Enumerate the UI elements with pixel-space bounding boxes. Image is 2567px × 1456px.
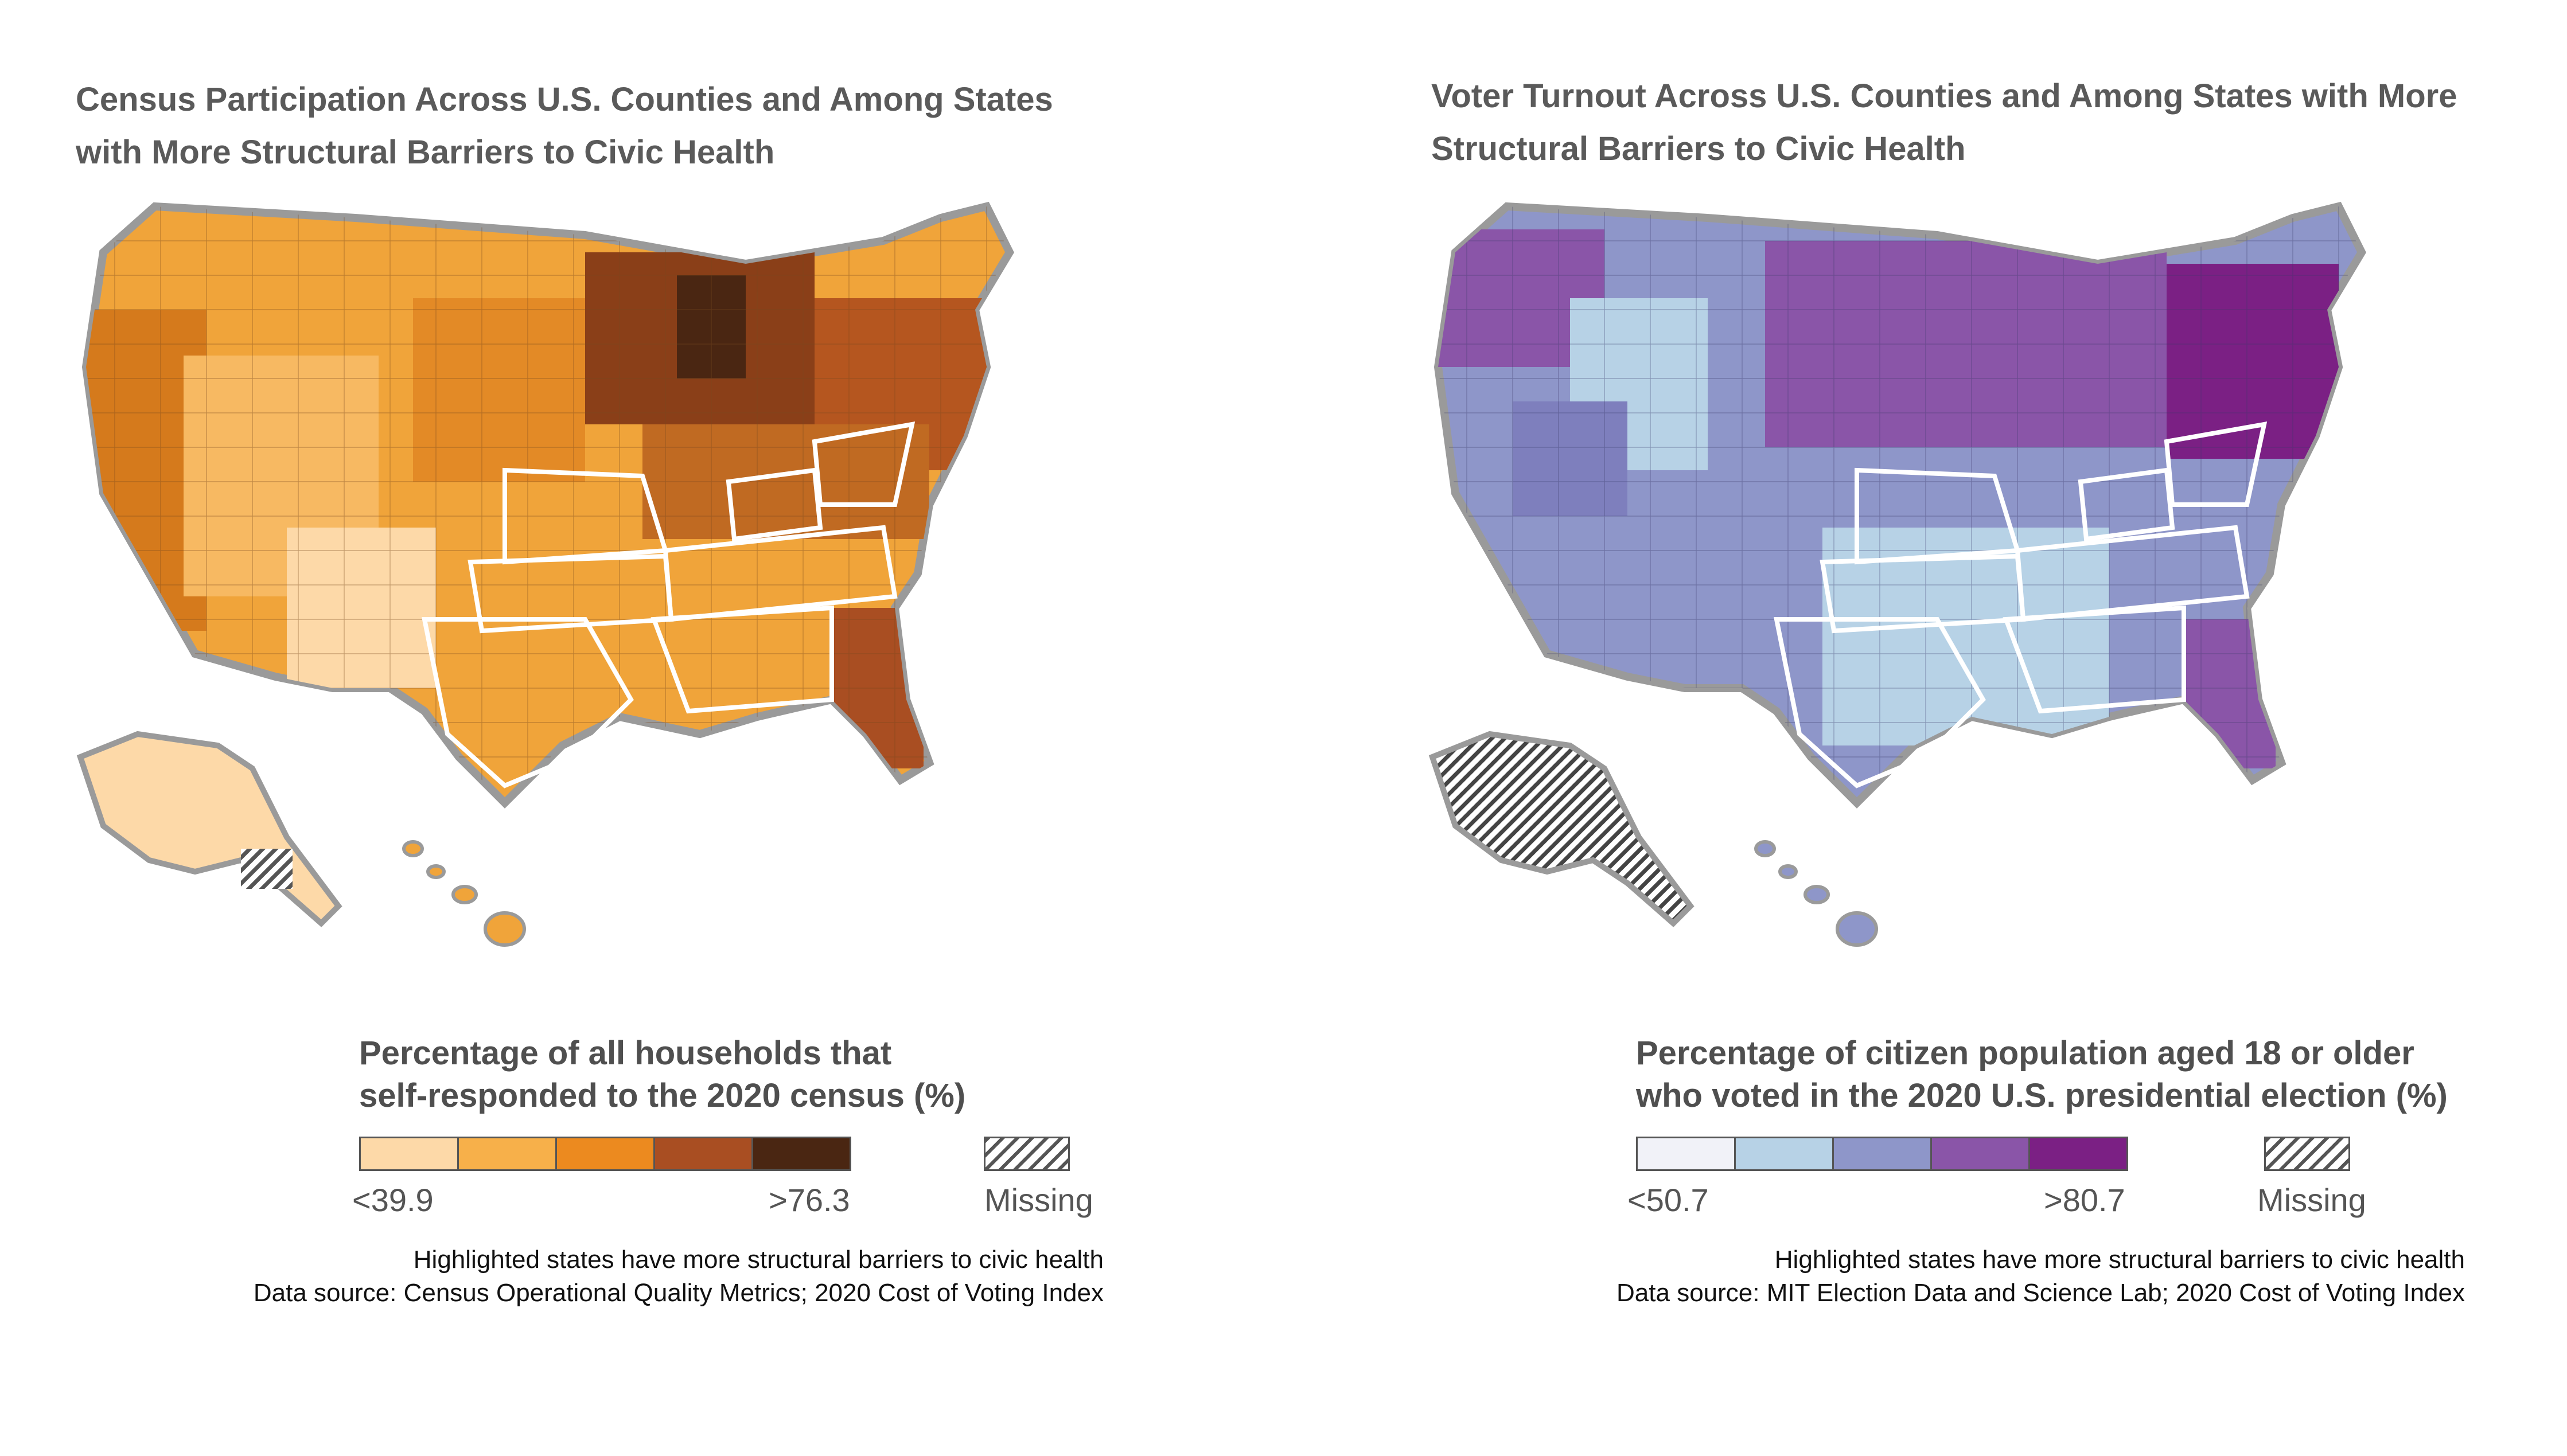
legend-swatch xyxy=(1636,1137,1736,1171)
hawaii-shape xyxy=(1754,840,1878,947)
legend-swatch xyxy=(653,1137,753,1171)
highlighted-states-outline xyxy=(422,421,916,788)
legend-swatch xyxy=(359,1137,459,1171)
legend-swatch xyxy=(457,1137,557,1171)
census-legend-title: Percentage of all households that self-r… xyxy=(359,1035,966,1114)
legend-high-label: >76.3 xyxy=(769,1182,850,1218)
census-footnote: Highlighted states have more structural … xyxy=(253,1246,1104,1307)
turnout-footnote: Highlighted states have more structural … xyxy=(1616,1246,2465,1307)
turnout-legend-scale xyxy=(1636,1137,2128,1171)
highlighted-states-outline xyxy=(1774,421,2268,788)
turnout-legend-title: Percentage of citizen population aged 18… xyxy=(1636,1035,2448,1114)
census-panel: Census Participation Across U.S. Countie… xyxy=(0,0,1283,1456)
census-map-title: Census Participation Across U.S. Countie… xyxy=(76,81,1053,171)
turnout-map-title: Voter Turnout Across U.S. Counties and A… xyxy=(1431,77,2457,167)
missing-swatch xyxy=(2264,1137,2350,1171)
alaska-shape xyxy=(76,731,342,927)
turnout-panel: Voter Turnout Across U.S. Counties and A… xyxy=(1283,0,2567,1456)
legend-missing-label: Missing xyxy=(2257,1182,2366,1218)
turnout-us-map xyxy=(1428,201,2366,947)
legend-swatch xyxy=(2028,1137,2128,1171)
census-us-map xyxy=(76,201,1014,947)
legend-swatch xyxy=(555,1137,655,1171)
legend-swatch xyxy=(1832,1137,1932,1171)
legend-swatch xyxy=(1930,1137,2030,1171)
legend-low-label: <39.9 xyxy=(352,1182,434,1218)
legend-swatch xyxy=(1734,1137,1834,1171)
legend-swatch xyxy=(751,1137,851,1171)
legend-low-label: <50.7 xyxy=(1627,1182,1709,1218)
missing-swatch xyxy=(984,1137,1070,1171)
alaska-shape xyxy=(1428,731,1695,927)
census-legend-scale xyxy=(359,1137,851,1171)
legend-missing-label: Missing xyxy=(984,1182,1093,1218)
hawaii-shape xyxy=(402,840,526,947)
legend-high-label: >80.7 xyxy=(2044,1182,2125,1218)
